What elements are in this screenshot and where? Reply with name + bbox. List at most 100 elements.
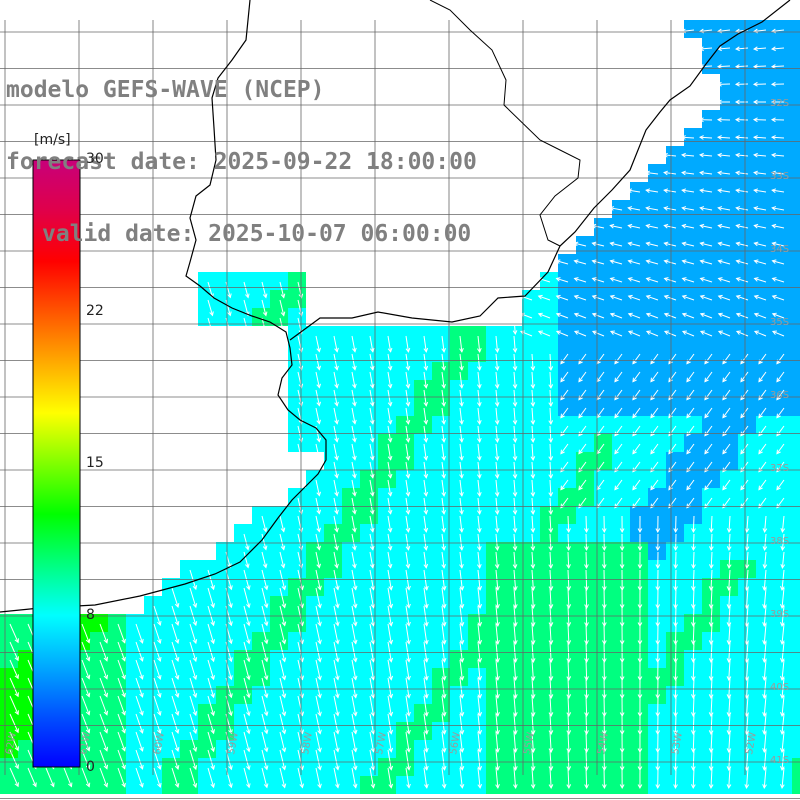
wind-cell [720,236,738,254]
wind-cell [756,254,774,272]
wind-arrowhead [405,437,411,443]
wind-arrow [27,767,37,787]
wind-cell [666,146,684,164]
wind-cell [612,290,630,308]
wind-arrow [477,479,481,496]
wind-arrow [585,551,588,569]
wind-cell [324,470,342,488]
wind-arrowhead [726,730,732,736]
wind-arrowhead [717,170,722,176]
wind-arrowhead [316,545,321,551]
wind-arrow [423,623,428,644]
wind-cell [666,704,684,722]
wind-arrowhead [758,485,763,491]
wind-arrow [771,65,785,68]
wind-arrowhead [780,604,785,609]
wind-arrowhead [281,639,287,645]
wind-cell [630,668,648,686]
wind-cell [396,740,414,758]
wind-arrow [441,479,445,496]
wind-arrow [99,659,108,679]
wind-arrowhead [566,528,571,534]
wind-cell [756,182,774,200]
wind-arrowhead [663,241,669,247]
wind-arrow [333,767,339,788]
wind-arrowhead [716,135,722,140]
wind-cell [504,578,522,596]
wind-arrow [531,587,534,608]
wind-cell [774,146,792,164]
wind-cell [594,326,612,344]
wind-arrowhead [388,603,394,609]
wind-arrow [513,515,516,532]
wind-arrowhead [369,491,375,497]
wind-cell [792,254,800,272]
wind-arrowhead [210,657,215,663]
wind-arrow [531,695,534,716]
wind-arrowhead [459,455,464,461]
wind-arrow [333,623,339,644]
wind-arrowhead [591,223,597,229]
wind-arrowhead [614,449,619,455]
wind-arrowhead [14,746,19,752]
wind-cell [342,488,360,506]
wind-arrowhead [139,656,144,662]
wind-arrowhead [103,728,109,734]
wind-cell [792,704,800,722]
wind-arrow [315,497,320,514]
wind-arrow [495,425,498,442]
wind-cell [126,614,144,632]
wind-arrow [441,335,445,352]
wind-arrowhead [548,748,554,754]
wind-arrowhead [263,585,269,591]
wind-cell [774,452,792,470]
wind-arrowhead [298,347,304,353]
wind-arrow [207,281,213,298]
wind-cell [684,524,702,542]
wind-arrow [495,641,499,662]
wind-arrow [171,695,179,716]
latitude-label: 37S [770,463,789,474]
wind-cell [324,722,342,740]
wind-arrowhead [771,294,777,300]
wind-arrowhead [735,206,741,211]
wind-cell [774,92,792,110]
wind-arrow [764,515,767,532]
wind-arrow [710,659,713,680]
wind-arrowhead [495,694,500,699]
wind-arrowhead [316,437,321,443]
wind-arrowhead [369,509,375,515]
wind-cell [360,722,378,740]
wind-cell [594,434,612,452]
wind-cell [504,488,522,506]
wind-arrow [754,260,767,265]
wind-arrowhead [619,528,625,534]
wind-arrowhead [530,456,536,462]
wind-arrowhead [85,746,91,752]
wind-arrowhead [726,784,732,790]
wind-arrow [531,497,534,514]
wind-cell [18,632,36,650]
wind-arrowhead [735,259,741,264]
wind-arrowhead [637,546,643,552]
wind-cell [666,614,684,632]
wind-arrow [549,641,552,662]
wind-arrowhead [494,420,500,425]
wind-cell [756,20,774,38]
wind-arrowhead [591,241,597,247]
wind-arrowhead [591,277,597,282]
wind-arrowhead [245,563,250,569]
wind-arrowhead [246,765,251,771]
wind-cell [504,344,522,362]
wind-arrow [592,242,605,247]
wind-cell [684,344,702,362]
wind-arrow [441,407,445,424]
wind-cell [0,686,18,704]
wind-arrowhead [228,747,233,753]
wind-arrow [387,623,392,644]
wind-arrow [567,515,570,533]
wind-arrow [81,713,90,733]
wind-arrowhead [555,330,561,335]
wind-arrow [736,172,749,175]
wind-arrowhead [530,510,536,516]
